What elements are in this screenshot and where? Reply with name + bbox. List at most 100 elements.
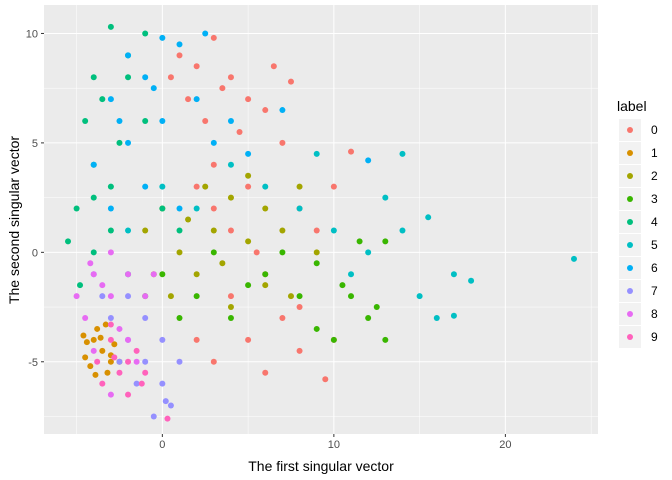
point-label-2 [210, 227, 217, 234]
point-label-4 [73, 205, 80, 212]
point-label-3 [193, 293, 200, 300]
legend-title: label [617, 98, 647, 114]
point-label-3 [296, 293, 303, 300]
point-label-3 [373, 304, 380, 311]
y-axis-title: The second singular vector [6, 136, 22, 304]
point-label-0 [210, 34, 217, 41]
point-label-3 [313, 325, 320, 332]
point-label-2 [176, 249, 183, 256]
point-label-0 [236, 128, 243, 135]
point-label-6 [159, 118, 166, 125]
legend-swatch-7 [627, 288, 633, 294]
point-label-4 [90, 249, 97, 256]
point-label-8 [73, 293, 80, 300]
point-label-8 [90, 271, 97, 278]
legend-swatch-9 [627, 334, 633, 340]
point-label-0 [322, 376, 329, 383]
point-label-8 [107, 293, 114, 300]
point-label-0 [210, 205, 217, 212]
legend-label: 4 [651, 215, 658, 229]
point-label-3 [313, 260, 320, 267]
y-tick-label: 0 [32, 247, 38, 259]
point-label-7 [133, 380, 140, 387]
point-label-2 [219, 260, 226, 267]
legend-label: 5 [651, 238, 658, 252]
point-label-6 [142, 74, 149, 81]
point-label-0 [287, 78, 294, 85]
legend-swatch-0 [627, 127, 633, 133]
point-label-2 [167, 293, 174, 300]
point-label-5 [450, 312, 457, 319]
point-label-7 [159, 336, 166, 343]
point-label-8 [107, 249, 114, 256]
point-label-0 [262, 369, 269, 376]
point-label-6 [150, 85, 157, 92]
point-label-1 [80, 332, 87, 339]
point-label-7 [116, 358, 123, 365]
point-label-9 [125, 391, 132, 398]
point-label-1 [104, 369, 111, 376]
x-tick-label: 20 [499, 439, 511, 451]
point-label-2 [245, 238, 252, 245]
point-label-3 [348, 293, 355, 300]
legend-swatch-3 [627, 196, 633, 202]
legend-swatch-8 [627, 311, 633, 317]
point-label-5 [227, 161, 234, 168]
point-label-0 [279, 139, 286, 146]
legend-label: 1 [651, 146, 658, 160]
point-label-4 [159, 205, 166, 212]
point-label-6 [210, 139, 217, 146]
point-label-0 [193, 183, 200, 190]
point-label-8 [90, 347, 97, 354]
point-label-7 [167, 402, 174, 409]
point-label-4 [116, 139, 123, 146]
legend-label: 9 [651, 330, 658, 344]
point-label-0 [185, 96, 192, 103]
point-label-8 [82, 314, 89, 321]
point-label-3 [227, 314, 234, 321]
point-label-6 [159, 34, 166, 41]
point-label-4 [142, 30, 149, 37]
legend: 0 1 2 3 4 5 6 7 8 9 [619, 119, 658, 348]
point-label-8 [107, 391, 114, 398]
point-label-0 [279, 314, 286, 321]
point-label-4 [90, 194, 97, 201]
point-label-8 [116, 325, 123, 332]
point-label-0 [296, 347, 303, 354]
point-label-9 [99, 380, 106, 387]
legend-label: 7 [651, 284, 658, 298]
point-label-4 [125, 74, 132, 81]
point-label-7 [125, 293, 132, 300]
point-label-0 [219, 85, 226, 92]
point-label-3 [210, 249, 217, 256]
point-label-6 [176, 205, 183, 212]
point-label-0 [193, 63, 200, 70]
point-label-0 [262, 107, 269, 114]
point-label-5 [433, 314, 440, 321]
point-label-3 [159, 271, 166, 278]
point-label-3 [330, 336, 337, 343]
point-label-5 [416, 293, 423, 300]
legend-swatch-5 [627, 242, 633, 248]
point-label-5 [425, 214, 432, 221]
point-label-9 [125, 358, 132, 365]
point-label-9 [142, 369, 149, 376]
point-label-0 [296, 304, 303, 311]
point-label-5 [313, 150, 320, 157]
y-tick-label: 5 [32, 138, 38, 150]
point-label-0 [330, 183, 337, 190]
point-label-7 [99, 293, 106, 300]
point-label-9 [133, 347, 140, 354]
point-label-0 [210, 161, 217, 168]
point-label-4 [77, 282, 84, 289]
legend-label: 2 [651, 169, 658, 183]
point-label-3 [339, 282, 346, 289]
point-label-2 [142, 227, 149, 234]
point-label-1 [111, 341, 118, 348]
point-label-7 [150, 413, 157, 420]
point-label-0 [210, 358, 217, 365]
point-label-4 [107, 183, 114, 190]
point-label-9 [111, 354, 118, 361]
point-label-8 [150, 271, 157, 278]
